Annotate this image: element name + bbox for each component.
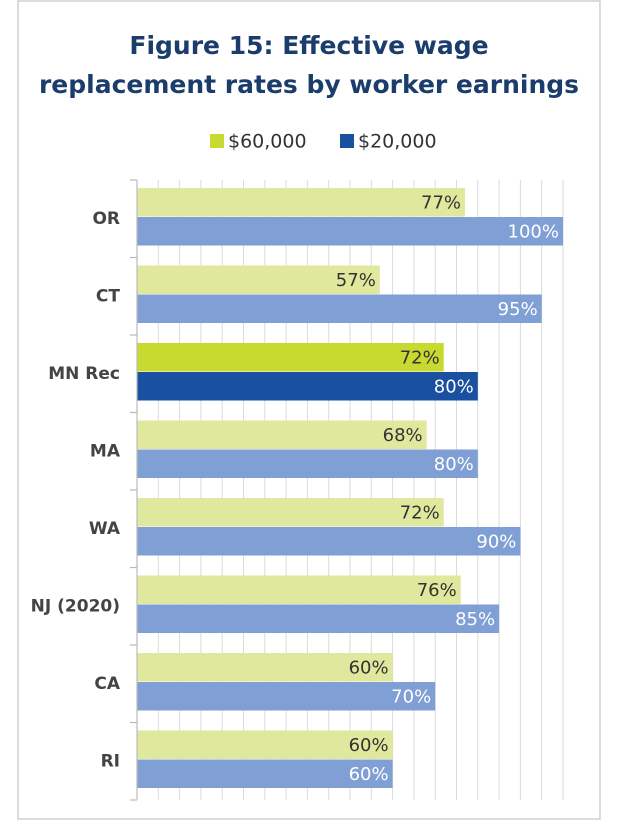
bar: [137, 759, 393, 788]
bar: [137, 449, 478, 478]
data-label: 95%: [498, 299, 538, 320]
data-label: 90%: [476, 531, 516, 552]
bar: [137, 653, 393, 682]
bar: [137, 527, 521, 556]
bar: [137, 188, 466, 217]
data-label: 60%: [349, 764, 389, 785]
data-label: 60%: [349, 735, 389, 756]
y-tick-label: MA: [90, 441, 121, 461]
bar: [137, 575, 461, 604]
bar: [137, 343, 444, 372]
y-tick-label: RI: [101, 751, 120, 771]
data-label: 80%: [434, 454, 474, 475]
bar: [137, 604, 500, 633]
data-label: 77%: [421, 192, 461, 213]
chart-title: replacement rates by worker earnings: [39, 70, 579, 99]
bar: [137, 420, 427, 449]
legend-swatch: [210, 134, 224, 148]
legend-swatch: [340, 134, 354, 148]
data-label: 76%: [417, 580, 457, 601]
data-label: 68%: [383, 425, 423, 446]
bar: [137, 498, 444, 527]
y-tick-label: MN Rec: [48, 364, 120, 384]
bar: [137, 730, 393, 759]
bar: [137, 217, 563, 246]
data-label: 85%: [455, 609, 495, 630]
legend-label: $20,000: [358, 131, 437, 153]
y-tick-label: CT: [96, 286, 120, 306]
bar: [137, 265, 380, 294]
legend-label: $60,000: [228, 131, 307, 153]
data-label: 57%: [336, 270, 376, 291]
y-tick-label: OR: [92, 209, 120, 229]
y-tick-label: CA: [94, 674, 120, 694]
bar: [137, 294, 542, 323]
chart-title: Figure 15: Effective wage: [129, 31, 488, 60]
data-label: 60%: [349, 657, 389, 678]
data-label: 80%: [434, 376, 474, 397]
bar: [137, 682, 436, 711]
data-label: 72%: [400, 502, 440, 523]
data-label: 72%: [400, 347, 440, 368]
data-label: 100%: [508, 221, 559, 242]
bar: [137, 372, 478, 401]
y-tick-label: WA: [89, 519, 121, 539]
data-label: 70%: [391, 686, 431, 707]
y-tick-label: NJ (2020): [31, 596, 120, 616]
